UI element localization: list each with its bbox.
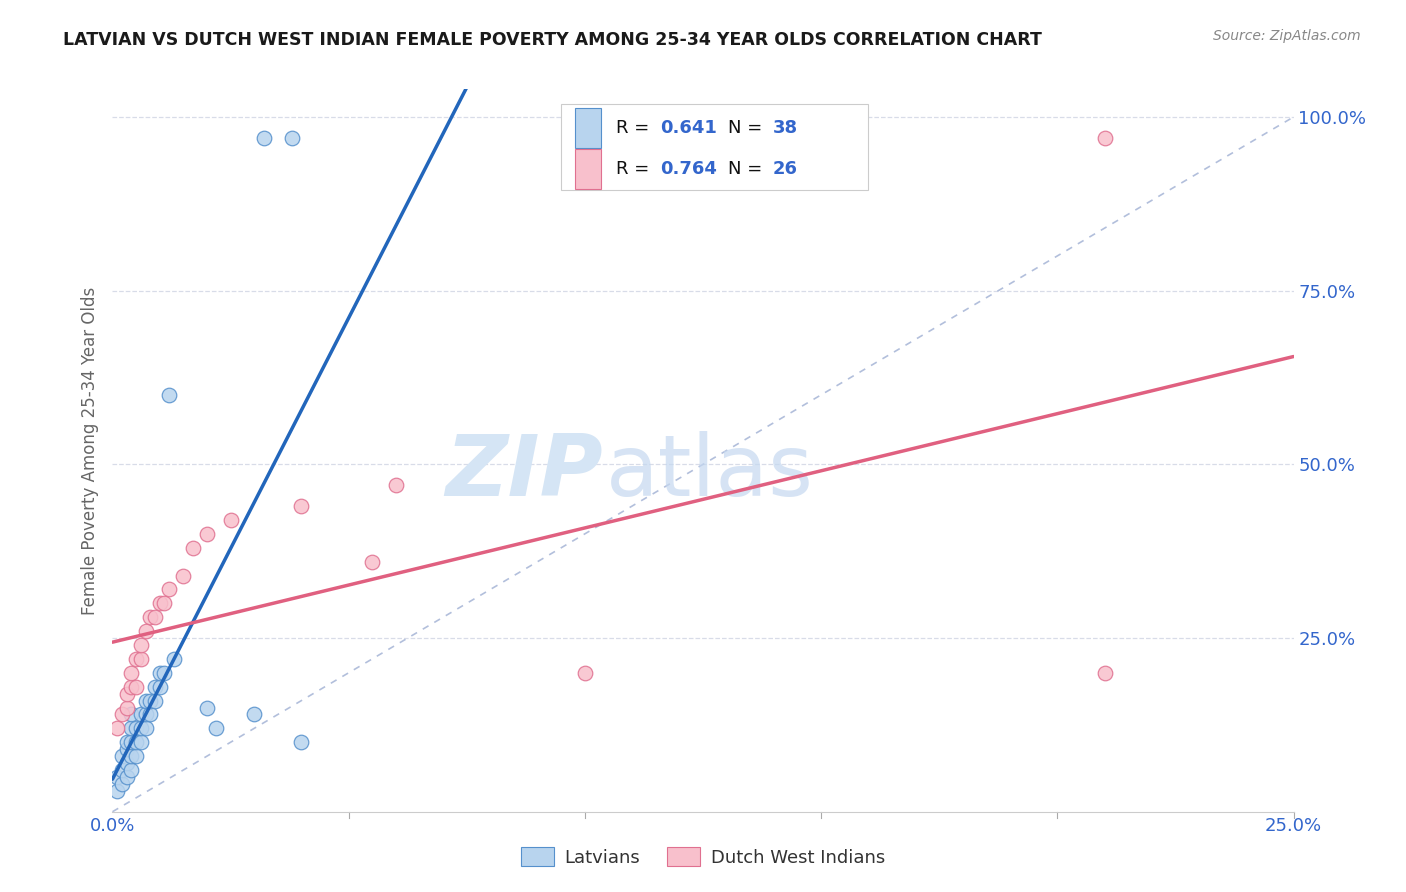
Point [290,499,312,513]
Point [1094,131,1116,145]
Text: N =: N = [728,119,768,137]
Text: R =: R = [616,119,655,137]
Point [135,624,157,639]
Point [129,735,152,749]
Text: 0.764: 0.764 [661,160,717,178]
Point [120,707,142,722]
Point [149,665,172,680]
Point [120,722,142,736]
Point [195,526,218,541]
Point [135,707,157,722]
Point [125,735,148,749]
Point [129,722,152,736]
Point [111,777,134,791]
Point [135,722,157,736]
Text: 38: 38 [773,119,797,137]
Point [149,680,172,694]
Point [125,652,148,666]
Point [195,700,218,714]
Point [105,770,128,784]
Point [281,131,304,145]
Point [111,763,134,777]
Point [163,652,186,666]
Text: N =: N = [728,160,768,178]
Point [115,770,138,784]
Point [120,735,142,749]
Point [143,680,166,694]
Y-axis label: Female Poverty Among 25-34 Year Olds: Female Poverty Among 25-34 Year Olds [80,286,98,615]
Point [120,680,142,694]
Point [574,665,596,680]
Point [1094,665,1116,680]
Point [139,707,162,722]
Point [157,582,180,597]
Legend: Latvians, Dutch West Indians: Latvians, Dutch West Indians [515,840,891,874]
Point [120,665,142,680]
Point [105,722,128,736]
Text: atlas: atlas [606,431,814,514]
Point [172,568,194,582]
Point [125,749,148,764]
Point [125,722,148,736]
Point [205,722,228,736]
Point [129,638,152,652]
Point [149,596,172,610]
Point [105,784,128,798]
Point [153,665,176,680]
Point [361,555,384,569]
Point [153,596,176,610]
Text: R =: R = [616,160,655,178]
Point [115,742,138,756]
Point [157,388,180,402]
Point [120,763,142,777]
Point [385,478,408,492]
Point [129,707,152,722]
Point [253,131,276,145]
Point [125,680,148,694]
Point [139,693,162,707]
FancyBboxPatch shape [575,108,602,148]
Point [290,735,312,749]
Point [115,735,138,749]
FancyBboxPatch shape [575,149,602,188]
Point [111,707,134,722]
Point [143,610,166,624]
Text: 0.641: 0.641 [661,119,717,137]
Point [129,652,152,666]
Text: ZIP: ZIP [444,431,603,514]
Point [120,749,142,764]
Point [115,756,138,770]
Point [219,513,242,527]
Point [139,610,162,624]
Point [115,700,138,714]
Text: 26: 26 [773,160,797,178]
Point [135,693,157,707]
Point [143,693,166,707]
Text: LATVIAN VS DUTCH WEST INDIAN FEMALE POVERTY AMONG 25-34 YEAR OLDS CORRELATION CH: LATVIAN VS DUTCH WEST INDIAN FEMALE POVE… [63,31,1042,49]
Point [181,541,204,555]
Point [243,707,266,722]
Point [115,687,138,701]
FancyBboxPatch shape [561,103,869,190]
Point [111,749,134,764]
Text: Source: ZipAtlas.com: Source: ZipAtlas.com [1213,29,1361,43]
